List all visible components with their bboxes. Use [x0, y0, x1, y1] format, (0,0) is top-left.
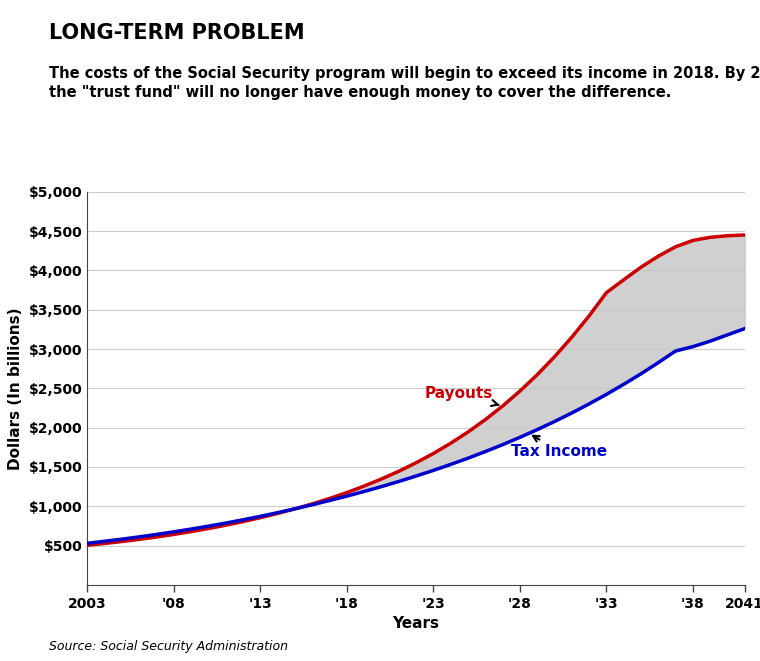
Text: Tax Income: Tax Income — [511, 436, 607, 459]
X-axis label: Years: Years — [393, 616, 439, 631]
Text: Payouts: Payouts — [425, 386, 499, 406]
Text: LONG-TERM PROBLEM: LONG-TERM PROBLEM — [49, 23, 305, 43]
Text: Source: Social Security Administration: Source: Social Security Administration — [49, 640, 288, 653]
Text: The costs of the Social Security program will begin to exceed its income in 2018: The costs of the Social Security program… — [49, 66, 760, 100]
Y-axis label: Dollars (In billions): Dollars (In billions) — [8, 307, 24, 469]
